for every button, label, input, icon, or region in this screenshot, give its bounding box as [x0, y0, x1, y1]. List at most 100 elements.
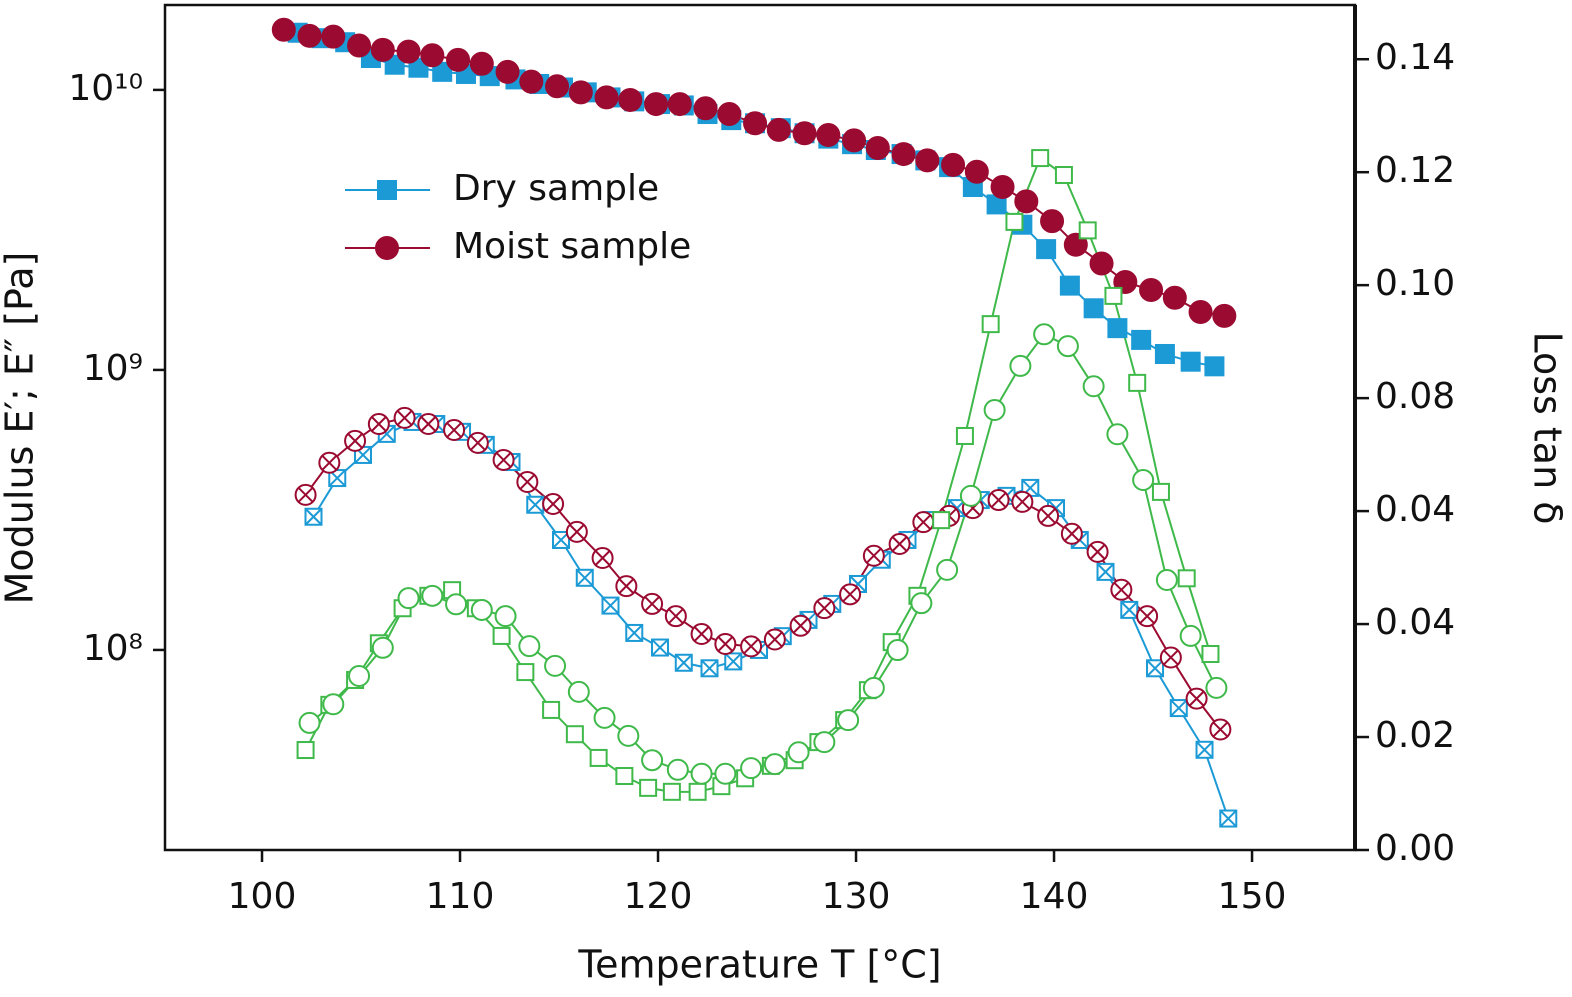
marker	[271, 17, 296, 42]
marker	[396, 39, 421, 64]
marker	[651, 638, 670, 657]
marker	[393, 406, 416, 429]
y2-axis-label: Loss tan δ	[1526, 331, 1570, 524]
marker-shape	[1128, 373, 1147, 392]
marker	[591, 546, 614, 569]
marker-cross	[576, 569, 594, 587]
marker	[492, 626, 511, 645]
marker-shape	[766, 117, 791, 142]
marker-cross	[644, 596, 660, 612]
marker	[1033, 323, 1056, 346]
marker	[367, 413, 390, 436]
marker	[1086, 540, 1109, 563]
y2-tick-label: 0.00	[1375, 828, 1455, 869]
marker-cross	[743, 638, 759, 655]
marker-shape	[384, 54, 405, 75]
marker-cross	[1195, 741, 1214, 759]
marker-shape	[641, 749, 664, 772]
x-tick-label: 140	[1020, 876, 1089, 917]
marker-cross	[1089, 544, 1106, 560]
marker	[862, 544, 885, 567]
marker	[1104, 286, 1123, 305]
marker	[347, 33, 372, 58]
marker-cross	[1064, 526, 1080, 542]
marker	[567, 680, 590, 703]
marker	[1082, 375, 1105, 398]
marker	[888, 532, 911, 555]
marker	[1151, 482, 1170, 501]
marker	[1131, 329, 1152, 350]
marker	[1162, 285, 1187, 310]
marker-cross	[446, 422, 462, 438]
marker	[1107, 318, 1128, 339]
marker	[688, 782, 707, 801]
marker-shape	[1054, 166, 1073, 185]
marker-cross	[625, 624, 643, 642]
marker	[565, 725, 584, 744]
marker-cross	[519, 474, 536, 490]
marker	[321, 24, 346, 49]
marker-cross	[990, 492, 1007, 508]
marker	[304, 507, 323, 526]
marker	[1037, 504, 1060, 527]
marker	[667, 92, 692, 117]
marker-shape	[298, 711, 321, 734]
marker	[1132, 469, 1155, 492]
marker	[408, 57, 429, 78]
marker-cross	[347, 433, 363, 449]
marker	[1185, 687, 1208, 710]
marker	[494, 605, 517, 628]
marker	[495, 59, 520, 84]
marker-cross	[651, 638, 669, 657]
marker	[344, 429, 367, 452]
marker	[891, 142, 916, 167]
marker-cross	[767, 631, 783, 648]
marker	[763, 628, 786, 651]
marker-shape	[321, 24, 346, 49]
marker-shape	[915, 148, 940, 173]
marker-shape	[1082, 375, 1105, 398]
marker-cross	[545, 496, 561, 512]
marker-cross	[321, 455, 338, 471]
marker	[432, 61, 453, 82]
marker-shape	[1180, 351, 1201, 372]
marker	[446, 47, 471, 72]
marker	[1179, 624, 1202, 647]
marker-shape	[983, 398, 1006, 421]
marker	[717, 102, 742, 127]
marker-shape	[371, 636, 394, 659]
marker-shape	[271, 17, 296, 42]
marker-cross	[470, 435, 486, 451]
marker	[377, 180, 397, 200]
y2-tick-label: 0.08	[1375, 376, 1455, 417]
marker	[955, 426, 974, 445]
marker	[787, 741, 810, 764]
marker-cross	[693, 626, 710, 642]
marker	[990, 175, 1015, 200]
marker-shape	[615, 767, 634, 786]
marker	[589, 748, 608, 767]
marker-shape	[420, 43, 445, 68]
marker	[542, 700, 561, 719]
marker	[862, 676, 885, 699]
marker	[445, 593, 468, 616]
marker-shape	[1083, 298, 1104, 319]
marker	[740, 635, 763, 658]
marker-shape	[492, 626, 511, 645]
marker-shape	[1009, 354, 1032, 377]
marker-shape	[740, 757, 763, 780]
marker	[1036, 239, 1057, 260]
marker	[397, 587, 420, 610]
marker-shape	[519, 69, 544, 94]
marker	[714, 633, 737, 656]
marker-shape	[375, 236, 399, 260]
y-tick-label: 10⁸	[83, 628, 143, 669]
marker	[575, 568, 594, 587]
marker-shape	[990, 175, 1015, 200]
marker-shape	[932, 511, 951, 530]
marker	[1005, 212, 1024, 231]
marker	[662, 782, 681, 801]
marker-cross	[1113, 582, 1130, 598]
marker	[1177, 569, 1196, 588]
